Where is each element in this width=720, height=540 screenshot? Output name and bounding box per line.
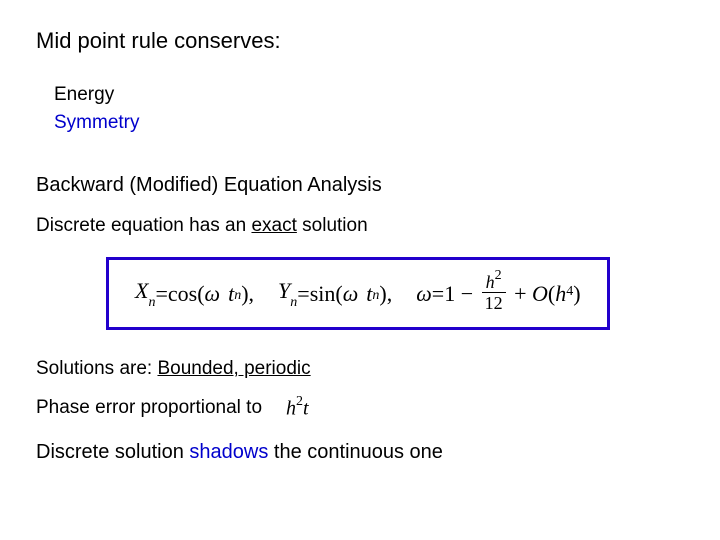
eq-Y: Yn [278,278,297,308]
eq-frac-num: h2 [483,270,505,292]
eq-frac-h: h [486,272,495,292]
conserves-energy: Energy [54,84,684,106]
eq-cos: cos [168,281,197,307]
eq-minus: − [455,281,478,307]
phase-error-line: Phase error proportional to h2t [36,396,684,421]
discrete-exact-line: Discrete equation has an exact solution [36,215,684,237]
conserves-list: Energy Symmetry [54,84,684,134]
eq-X-sym: X [135,278,148,303]
discrete-prefix: Discrete equation has an [36,215,251,236]
solutions-line: Solutions are: Bounded, periodic [36,358,684,380]
eq-lp3: ( [548,281,555,307]
solutions-emph: Bounded, periodic [157,358,310,379]
eq-eq2: = [297,281,309,307]
eq-frac-exp: 2 [495,268,502,283]
eq-h4: h [555,281,566,307]
pe-t: t [303,398,309,420]
eq-rp3: ) [573,281,580,307]
solutions-prefix: Solutions are: [36,358,157,379]
pe-exp: 2 [296,394,303,409]
eq-plus: + [509,281,532,307]
eq-eq3: = [432,281,444,307]
eq-c2: , [387,281,393,307]
eq-O: O [532,281,548,307]
conserves-symmetry: Symmetry [54,112,684,134]
shadow-pre: Discrete solution [36,441,189,463]
eq-frac-den: 12 [482,293,506,313]
eq-c1: , [249,281,255,307]
shadow-post: the continuous one [268,441,443,463]
pe-h: h [286,398,296,420]
eq-rp1: ) [241,281,248,307]
shadow-word: shadows [189,441,268,463]
shadow-line: Discrete solution shadows the continuous… [36,441,684,464]
eq-tn1: n [234,288,241,304]
equation: Xn = cos(ωtn), Yn = sin(ωtn), ω = 1 − h2… [135,272,581,315]
phase-error-text: Phase error proportional to [36,397,262,419]
analysis-heading: Backward (Modified) Equation Analysis [36,174,684,197]
eq-Y-sym: Y [278,278,290,303]
eq-one: 1 [444,281,455,307]
eq-omega3: ω [416,281,432,307]
eq-rp2: ) [379,281,386,307]
eq-tn2: n [372,288,379,304]
eq-eq1: = [155,281,167,307]
discrete-suffix: solution [297,215,368,236]
eq-omega2: ω [343,281,359,307]
discrete-emph: exact [251,215,296,236]
eq-lp2: ( [335,281,342,307]
eq-Y-sub: n [290,295,297,310]
eq-omega1: ω [205,281,221,307]
slide: Mid point rule conserves: Energy Symmetr… [0,0,720,540]
eq-X-sub: n [148,295,155,310]
eq-frac: h2 12 [482,270,506,313]
equation-box: Xn = cos(ωtn), Yn = sin(ωtn), ω = 1 − h2… [106,257,610,330]
slide-title: Mid point rule conserves: [36,28,684,54]
eq-sin: sin [310,281,336,307]
eq-X: Xn [135,278,155,308]
eq-lp1: ( [197,281,204,307]
phase-error-math: h2t [286,396,309,421]
eq-exp4: 4 [566,284,573,300]
